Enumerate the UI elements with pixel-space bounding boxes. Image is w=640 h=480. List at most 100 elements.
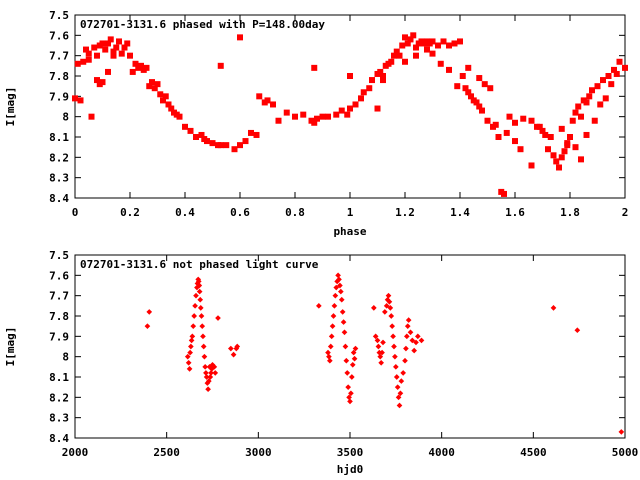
data-point <box>311 64 318 71</box>
data-point <box>110 48 117 55</box>
data-point <box>275 117 282 124</box>
data-point <box>193 292 199 299</box>
data-point <box>157 91 164 98</box>
y-tick-label: 7.6 <box>49 269 69 282</box>
y-tick-label: 7.8 <box>49 310 69 323</box>
data-point <box>569 117 576 124</box>
data-point <box>292 113 298 120</box>
data-point <box>402 34 408 41</box>
data-point <box>476 75 483 82</box>
data-point <box>484 117 491 124</box>
data-point <box>327 357 333 364</box>
y-tick-label: 8.2 <box>49 151 69 164</box>
data-point <box>407 36 414 43</box>
data-point <box>184 353 191 360</box>
data-point <box>575 103 582 110</box>
data-point <box>342 343 349 350</box>
data-point <box>372 333 379 340</box>
x-tick-label: 1.4 <box>450 206 470 219</box>
data-point <box>121 44 128 51</box>
data-point <box>429 50 436 57</box>
data-point <box>402 357 408 364</box>
data-point <box>187 127 194 134</box>
data-point <box>393 374 400 380</box>
data-point <box>113 44 120 51</box>
data-point <box>96 81 103 88</box>
data-point <box>182 123 188 130</box>
data-point <box>393 364 399 370</box>
data-point <box>564 140 571 147</box>
data-point <box>188 343 194 350</box>
data-point <box>105 40 111 47</box>
data-point <box>242 138 249 145</box>
data-point <box>396 402 403 409</box>
data-point <box>253 131 260 138</box>
data-point <box>386 298 393 305</box>
data-point <box>203 370 209 376</box>
data-point <box>394 384 401 390</box>
data-point <box>479 107 485 114</box>
data-point <box>503 129 510 136</box>
data-point <box>237 34 243 41</box>
data-point <box>211 364 218 370</box>
x-tick-label: 4500 <box>520 446 547 459</box>
data-point <box>143 64 150 71</box>
data-point <box>339 309 346 315</box>
data-point <box>547 134 554 140</box>
data-point <box>602 95 609 102</box>
data-point <box>151 85 158 92</box>
data-point <box>413 44 419 51</box>
data-point <box>347 105 353 112</box>
data-point <box>349 374 355 380</box>
data-point <box>383 303 390 309</box>
data-point <box>377 68 384 75</box>
y-tick-label: 7.7 <box>49 50 69 63</box>
data-point <box>574 327 581 334</box>
data-point <box>329 323 336 329</box>
data-point <box>404 323 411 329</box>
data-point <box>396 52 403 59</box>
data-point <box>348 390 354 397</box>
x-tick-label: 2500 <box>153 446 180 459</box>
data-point <box>83 46 89 53</box>
data-point <box>616 58 623 65</box>
data-point <box>561 148 568 155</box>
data-point <box>387 305 394 311</box>
data-point <box>234 343 241 350</box>
data-point <box>202 364 208 370</box>
data-point <box>388 313 395 319</box>
data-point <box>237 142 243 149</box>
data-point <box>300 111 307 118</box>
data-point <box>435 42 441 49</box>
x-tick-label: 3500 <box>337 446 364 459</box>
data-point <box>390 333 396 340</box>
data-point <box>193 134 199 140</box>
data-point <box>191 313 197 319</box>
data-point <box>578 113 584 120</box>
data-point <box>517 146 524 153</box>
data-point <box>333 284 340 291</box>
data-point <box>192 303 198 309</box>
data-point <box>207 374 214 380</box>
data-point <box>391 343 397 350</box>
data-point <box>459 73 466 79</box>
x-tick-label: 0.8 <box>285 206 305 219</box>
data-point <box>195 278 202 285</box>
data-point <box>446 66 452 73</box>
data-point <box>454 83 461 90</box>
data-point <box>594 83 601 90</box>
data-point <box>377 353 384 360</box>
chart-title: 072701-3131.6 not phased light curve <box>80 258 319 271</box>
data-point <box>440 38 447 45</box>
data-point <box>378 359 384 366</box>
data-point <box>186 366 193 372</box>
data-point <box>413 339 419 346</box>
data-point <box>88 113 95 120</box>
data-point <box>457 38 463 45</box>
data-point <box>481 81 488 88</box>
data-point <box>352 345 359 352</box>
data-point <box>589 87 595 94</box>
data-point <box>199 323 206 329</box>
x-tick-label: 1.6 <box>505 206 525 219</box>
x-tick-label: 3000 <box>245 446 272 459</box>
